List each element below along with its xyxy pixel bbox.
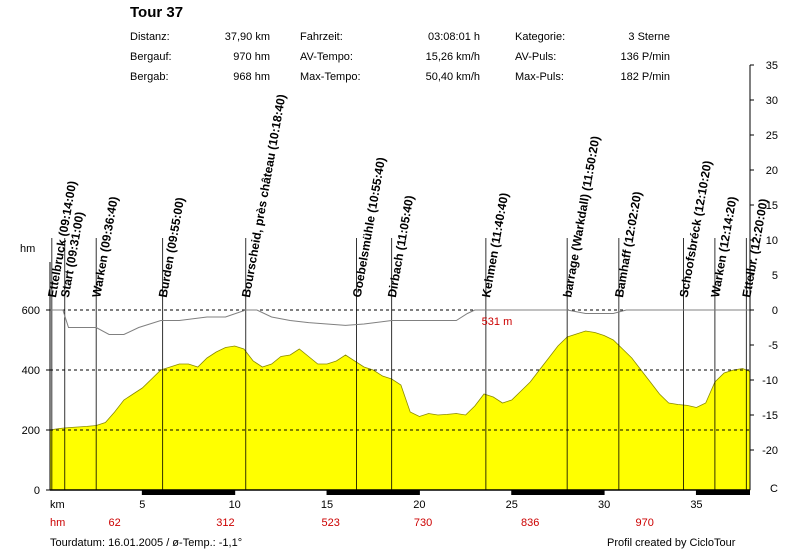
waypoint-label: Ettelbr. (12:20:00) [739,198,770,299]
right-tick-label: 0 [772,305,778,317]
climb-label: 62 [109,517,121,529]
waypoint-label: Goebelsmühle (10:55:40) [350,156,388,298]
stat-max-speed-value: 50,40 km/h [425,71,480,83]
right-axis-label: C [770,483,778,495]
footer-credit: Profil created by CicloTour [607,537,736,549]
km-strip-segment [511,490,605,495]
stat-max-speed-label: Max-Tempo: [300,71,361,83]
stat-avg-pulse-label: AV-Puls: [515,51,557,63]
profile-layer [49,330,751,491]
stat-avg-speed-label: AV-Tempo: [300,51,353,63]
waypoint-label: Warken (12:14:20) [708,195,740,298]
climb-label: 312 [216,517,234,529]
y-tick-label: 0 [34,485,40,497]
stat-climb-label: Bergauf: [130,51,172,63]
climb-label: 523 [322,517,340,529]
km-strip-segment [696,490,750,495]
stat-distance-value: 37,90 km [224,31,270,43]
axes-layer: 0 200 400 600 hm 5 10 15 20 25 30 35 km -20 -15 -10 -5 0 5… [20,60,778,511]
right-tick-label: 30 [766,95,778,107]
right-tick-label: -5 [768,340,778,352]
waypoint-label: Warken (09:36:40) [89,195,121,298]
stat-distance-label: Distanz: [130,31,170,43]
right-tick-label: 15 [766,200,778,212]
elevation-area [49,330,751,491]
right-tick-label: 35 [766,60,778,72]
stat-category-label: Kategorie: [515,31,566,43]
right-tick-label: 5 [772,270,778,282]
temperature-line [50,309,750,335]
y-tick-label: 200 [22,425,40,437]
waypoint-label: Dirbach (11:05:40) [385,194,417,298]
y-tick-label: 400 [22,365,40,377]
x-tick-label: 20 [413,499,425,511]
x-tick-label: 30 [598,499,610,511]
waypoint-label: Bourscheid, près château (10:18:40) [239,93,289,298]
stat-ridetime-value: 03:08:01 h [428,31,480,43]
stat-max-pulse-value: 182 P/min [620,71,670,83]
tour-title: Tour 37 [130,4,184,21]
x-tick-label: 35 [690,499,702,511]
stat-avg-pulse-value: 136 P/min [620,51,670,63]
right-tick-label: -10 [762,375,778,387]
x-tick-label: 5 [139,499,145,511]
waypoint-label: Schoofsbréck (12:10:20) [677,159,715,298]
x-tick-label: 10 [229,499,241,511]
footer-tour-date: Tourdatum: 16.01.2005 / ø-Temp.: -1,1° [50,537,243,549]
stat-descent-value: 968 hm [233,71,270,83]
waypoint-label: Bamhaff (12:02:20) [612,190,644,298]
stat-max-pulse-label: Max-Puls: [515,71,564,83]
right-tick-label: -20 [762,445,778,457]
temperature-layer [50,309,750,335]
stat-category-value: 3 Sterne [628,31,670,43]
stat-climb-value: 970 hm [233,51,270,63]
waypoint-label: Burden (09:55:00) [156,196,187,298]
x-tick-label: 25 [506,499,518,511]
climb-axis-label: hm [50,517,65,529]
waypoint-label: barrage (Warkdall) (11:50:20) [560,135,602,299]
stat-ridetime-label: Fahrzeit: [300,31,343,43]
right-tick-label: 25 [766,130,778,142]
y-tick-label: 600 [22,305,40,317]
y-axis-label: hm [20,243,35,255]
km-strip-segment [142,490,235,495]
right-tick-label: 10 [766,235,778,247]
max-elevation-label: 531 m [482,316,513,328]
stat-descent-label: Bergab: [130,71,169,83]
x-axis-label: km [50,499,65,511]
climb-label: 730 [414,517,432,529]
labels-layer: hm 62 312 523 730 836 970 531 m [50,316,654,529]
stat-avg-speed-value: 15,26 km/h [425,51,480,63]
right-tick-label: -15 [762,410,778,422]
km-strip-segment [327,490,420,495]
x-tick-label: 15 [321,499,333,511]
right-tick-label: 20 [766,165,778,177]
climb-label: 970 [636,517,654,529]
climb-label: 836 [521,517,539,529]
waypoint-label: Kehmen (11:40:40) [479,192,511,299]
